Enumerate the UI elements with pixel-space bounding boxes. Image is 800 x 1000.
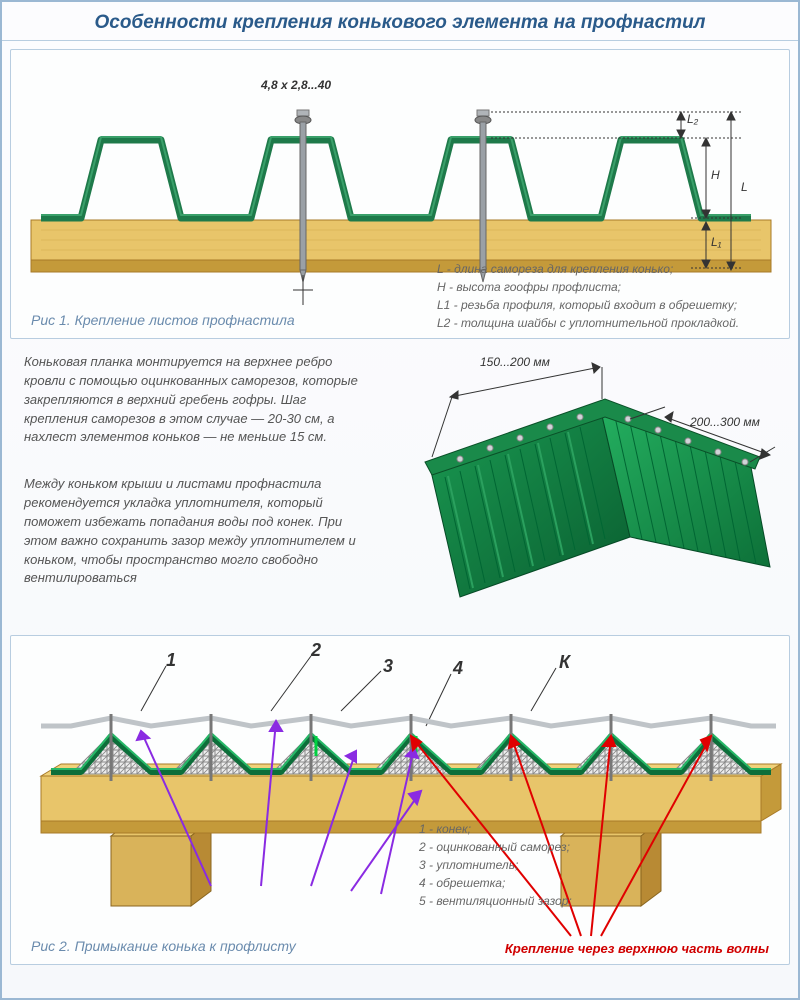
callout-K: К <box>559 652 570 673</box>
page: Особенности крепления конькового элемент… <box>0 0 800 1000</box>
dim-L1: L₁ <box>711 235 721 249</box>
ridge-svg <box>370 347 790 627</box>
fig1-caption: Рис 1. Крепление листов профнастила <box>31 312 295 328</box>
legend-line: L2 - толщина шайбы с уплотнительной прок… <box>437 314 777 332</box>
callout-2: 2 <box>311 640 321 661</box>
dim-L2: L₂ <box>687 112 698 126</box>
callout-1: 1 <box>166 650 176 671</box>
figure-1: 4,8 х 2,8...40 L H L₂ L₁ Рис 1. Креплени… <box>10 49 790 339</box>
ridge-illustration: 150...200 мм 200...300 мм <box>370 347 790 627</box>
corrugated-profile <box>41 140 751 218</box>
red-note: Крепление через верхнюю часть волны <box>505 941 769 956</box>
page-title: Особенности крепления конькового элемент… <box>2 2 798 41</box>
screw-dimension: 4,8 х 2,8...40 <box>261 78 331 92</box>
ridge-step-label: 200...300 мм <box>690 415 760 429</box>
dim-H: H <box>711 168 720 182</box>
fig1-legend: L - длина самореза для крепления конько;… <box>437 260 777 332</box>
callout-leaders <box>141 656 556 726</box>
dim-L: L <box>741 180 748 194</box>
callout-4: 4 <box>453 658 463 679</box>
callout-3: 3 <box>383 656 393 677</box>
paragraph-2: Между коньком крыши и листами профнастил… <box>24 475 360 588</box>
legend-line: H - высота гоофры профлиста; <box>437 278 777 296</box>
middle-section: Коньковая планка монтируется на верхнее … <box>10 347 790 627</box>
fig2-legend: 1 - конек; 2 - оцинкованный саморез; 3 -… <box>419 820 619 910</box>
figure-2: 1 2 3 4 К 1 - конек; 2 - оцинкованный са… <box>10 635 790 965</box>
legend-line: 3 - уплотнитель; <box>419 856 619 874</box>
legend-line: 1 - конек; <box>419 820 619 838</box>
fig2-svg <box>11 636 789 966</box>
fig2-caption: Рис 2. Примыкание конька к профлисту <box>31 938 296 954</box>
paragraph-1: Коньковая планка монтируется на верхнее … <box>24 353 360 447</box>
ridge-width-label: 150...200 мм <box>480 355 550 369</box>
legend-line: 5 - вентиляционный зазор; <box>419 892 619 910</box>
legend-line: L1 - резьба профиля, который входит в об… <box>437 296 777 314</box>
ridge-section <box>41 718 776 726</box>
legend-line: L - длина самореза для крепления конько; <box>437 260 777 278</box>
middle-text: Коньковая планка монтируется на верхнее … <box>10 347 370 627</box>
legend-line: 4 - обрешетка; <box>419 874 619 892</box>
legend-line: 2 - оцинкованный саморез; <box>419 838 619 856</box>
